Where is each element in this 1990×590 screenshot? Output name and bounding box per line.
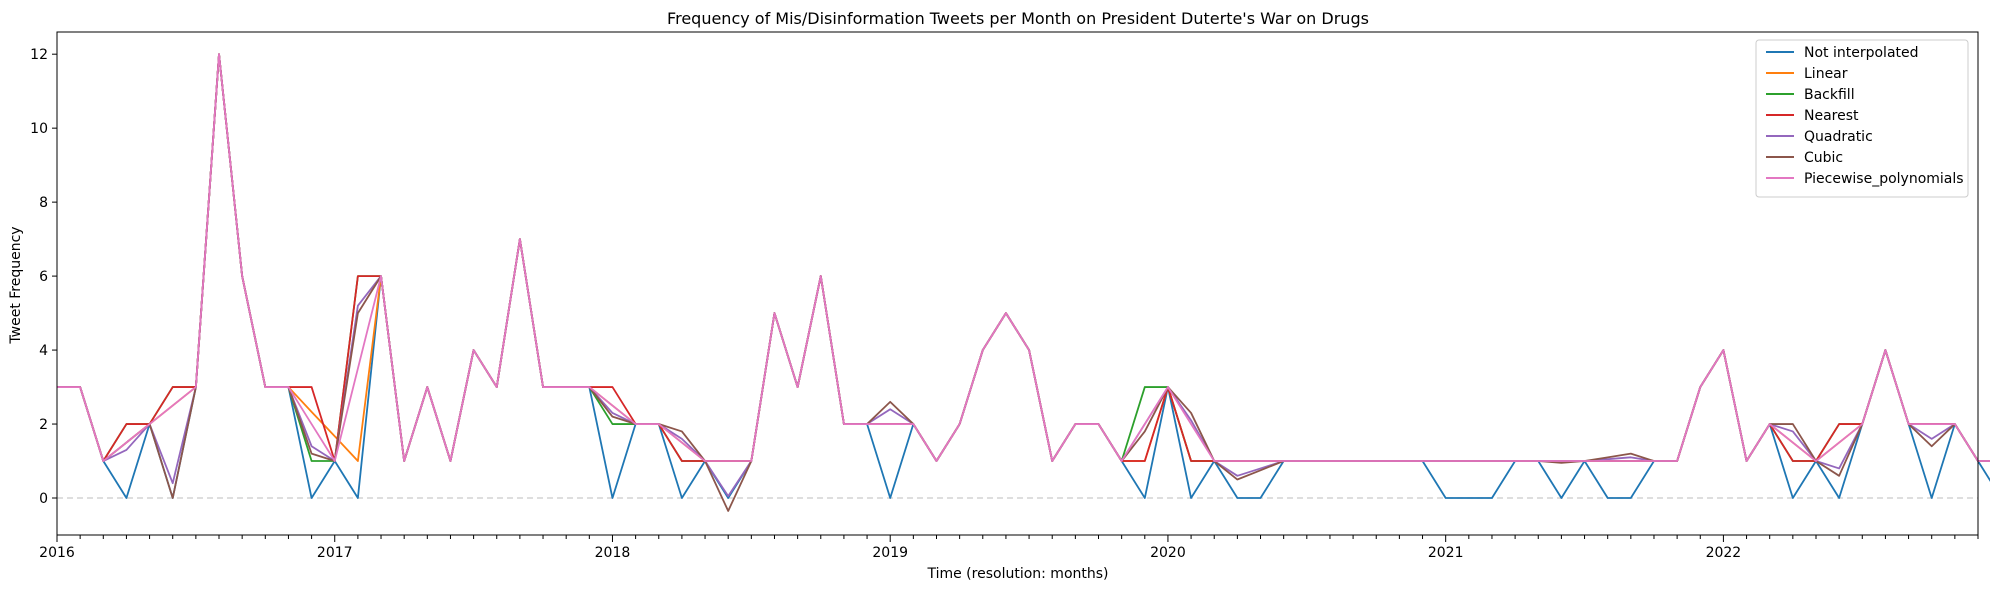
- legend-label-cubic: Cubic: [1804, 150, 1843, 166]
- legend-label-nearest: Nearest: [1804, 108, 1859, 124]
- x-tick-label: 2016: [39, 545, 75, 561]
- y-tick-label: 4: [39, 343, 48, 359]
- x-axis-label: Time (resolution: months): [926, 566, 1108, 582]
- series-line-linear: [57, 53, 1990, 462]
- plot-area: 0 2 4 6 8 10 12 2016 2017 2018 2019 2020 2021 2022: [30, 31, 1990, 561]
- legend-label-backfill: Backfill: [1804, 87, 1855, 103]
- plot-frame: [56, 31, 1979, 536]
- y-tick-label: 6: [39, 269, 48, 285]
- x-tick-label: 2017: [317, 545, 353, 561]
- series-line-piecewise-polynomials: [57, 53, 1990, 462]
- series-line-nearest: [57, 53, 1990, 462]
- x-tick-label: 2021: [1428, 545, 1464, 561]
- x-tick-label: 2018: [595, 545, 631, 561]
- x-tick-label: 2019: [872, 545, 908, 561]
- series-line-cubic: [57, 53, 1990, 512]
- legend-label-linear: Linear: [1804, 66, 1848, 82]
- legend-label-quadratic: Quadratic: [1804, 129, 1873, 145]
- series-line-quadratic: [57, 53, 1990, 498]
- legend-label-not-interpolated: Not interpolated: [1804, 45, 1919, 61]
- y-tick-label: 2: [39, 417, 48, 433]
- legend-box: [1755, 39, 1969, 198]
- series-line-not-interpolated: [57, 53, 1990, 499]
- x-tick-label: 2022: [1706, 545, 1742, 561]
- y-tick-label: 8: [39, 195, 48, 211]
- x-tick-label: 2020: [1150, 545, 1186, 561]
- y-axis-label: Tweet Frequency: [8, 226, 24, 344]
- y-tick-label: 0: [39, 491, 48, 507]
- legend: Not interpolated Linear Backfill Nearest Qua…: [1755, 39, 1969, 198]
- y-tick-label: 12: [30, 47, 48, 63]
- chart-title: Frequency of Mis/Disinformation Tweets p…: [667, 9, 1369, 28]
- y-tick-label: 10: [30, 121, 48, 137]
- series-line-backfill: [57, 53, 1990, 462]
- legend-label-piecewise-polynomials: Piecewise_polynomials: [1804, 171, 1964, 187]
